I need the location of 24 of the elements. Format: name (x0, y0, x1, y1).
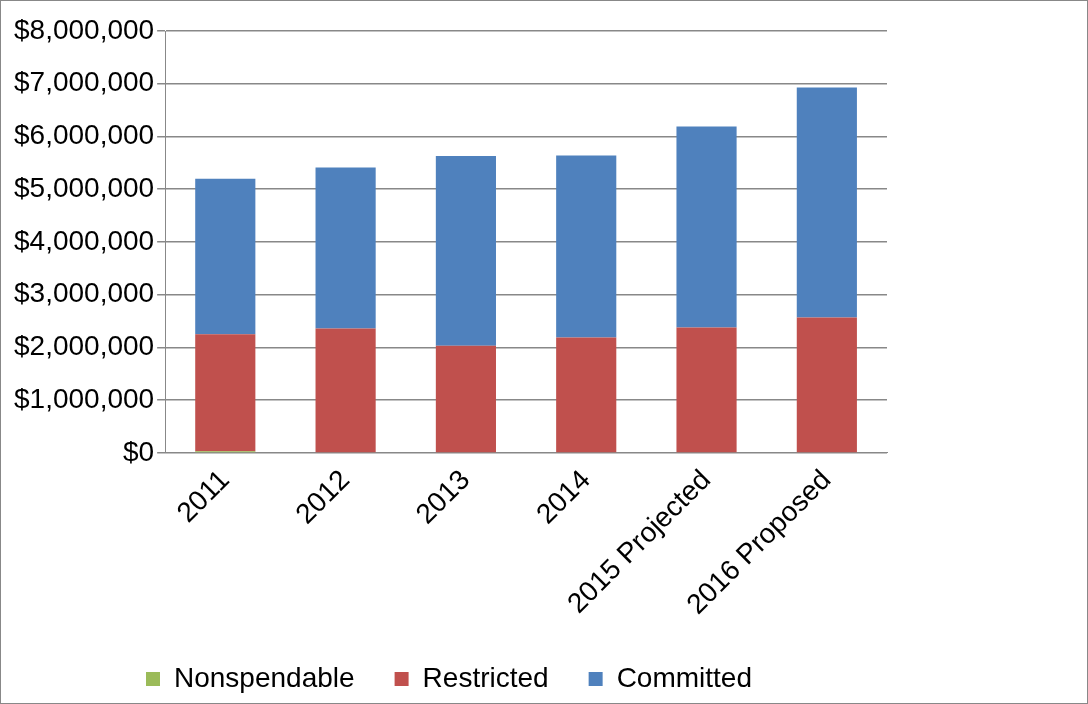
y-tick-label: $7,000,000 (14, 66, 155, 98)
y-tick-label: $6,000,000 (14, 119, 155, 151)
bar (195, 178, 256, 335)
y-tick-label: $4,000,000 (14, 224, 155, 256)
bar (556, 155, 617, 338)
bar (315, 167, 376, 329)
y-tick-label: $5,000,000 (14, 171, 155, 203)
bar (556, 337, 617, 453)
legend-label: Committed (616, 661, 753, 693)
bar (435, 345, 496, 453)
bar (676, 327, 737, 453)
legend-label: Restricted (422, 661, 549, 693)
bar (796, 317, 857, 453)
y-tick-label: $2,000,000 (14, 330, 155, 362)
bar (315, 328, 376, 453)
y-tick-label: $1,000,000 (14, 382, 155, 414)
bar (195, 334, 256, 452)
bar (435, 156, 496, 346)
y-tick-label: $0 (122, 435, 155, 467)
y-tick-label: $8,000,000 (14, 13, 155, 45)
bar (796, 87, 857, 318)
y-tick-label: $3,000,000 (14, 277, 155, 309)
bar (676, 126, 737, 328)
legend-label: Nonspendable (174, 661, 355, 693)
